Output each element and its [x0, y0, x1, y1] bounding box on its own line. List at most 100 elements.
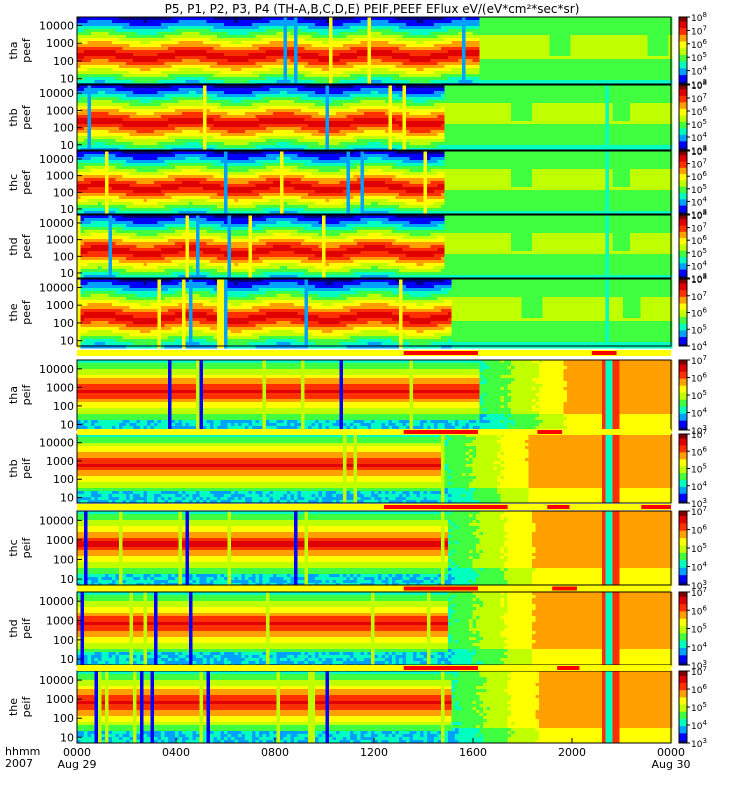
colorbar-tick-label: 103 — [691, 737, 707, 750]
panel-label-product: peif — [20, 696, 33, 718]
panel-label-product: peef — [20, 37, 33, 63]
mode-bar-segment — [592, 351, 617, 355]
colorbar-tick-label: 107 — [691, 24, 707, 37]
energy-tick-label: 10 — [60, 73, 74, 86]
panel-label-product: peif — [20, 457, 33, 479]
mode-bar-segment — [547, 505, 569, 509]
spectrogram-cells — [77, 671, 673, 744]
time-tick-label: 2000 — [558, 746, 586, 759]
mode-bar-segment — [537, 430, 562, 434]
colorbar-tick-label: 104 — [691, 561, 707, 574]
panel-label-product: peif — [20, 384, 33, 406]
energy-tick-label: 1000 — [46, 615, 74, 628]
colorbar-tick-label: 105 — [691, 463, 707, 476]
time-tick-label: 0800 — [261, 746, 289, 759]
spectrogram-cells — [77, 434, 673, 504]
colorbar-tick-label: 108 — [691, 11, 707, 24]
energy-tick-label: 10000 — [39, 595, 74, 608]
energy-tick-label: 100 — [53, 122, 74, 135]
mode-bar-segment — [384, 505, 508, 509]
colorbar-tick-label: 105 — [691, 542, 707, 555]
energy-tick-label: 100 — [53, 55, 74, 68]
panel-label-spacecraft: tha — [7, 41, 20, 59]
colorbar-tick-label: 105 — [691, 51, 707, 64]
colorbar-tick-label: 104 — [691, 719, 707, 732]
energy-tick-label: 10000 — [39, 87, 74, 100]
energy-tick-label: 100 — [53, 250, 74, 263]
mode-bar-segment — [404, 430, 478, 434]
colorbar-tick-label: 105 — [691, 701, 707, 714]
panel-label-product: peef — [20, 169, 33, 195]
energy-tick-label: 10 — [60, 653, 74, 666]
colorbar-tick-label: 106 — [691, 524, 707, 537]
energy-tick-label: 1000 — [46, 104, 74, 117]
mode-bar — [77, 429, 671, 435]
energy-tick-label: 10000 — [39, 437, 74, 450]
panel-label-product: peef — [20, 299, 33, 325]
colorbar-tick-label: 106 — [691, 445, 707, 458]
time-tick-label: 1200 — [360, 746, 388, 759]
colorbar-tick-label: 104 — [691, 131, 707, 144]
mode-bar — [77, 665, 671, 671]
panel-label-product: peef — [20, 233, 33, 259]
colorbar-tick-label: 106 — [691, 105, 707, 118]
colorbar-tick-label: 105 — [691, 623, 707, 636]
spectrogram-cells — [77, 592, 673, 668]
spectrogram-cells — [77, 279, 673, 349]
energy-tick-label: 10 — [60, 203, 74, 216]
colorbar-tick-label: 106 — [691, 307, 707, 320]
energy-tick-label: 10000 — [39, 514, 74, 527]
colorbar-tick-label: 104 — [691, 407, 707, 420]
panel-label-spacecraft: the — [7, 303, 20, 321]
energy-tick-label: 100 — [53, 712, 74, 725]
panel-label-spacecraft: the — [7, 698, 20, 716]
panel-label-spacecraft: thb — [7, 459, 20, 477]
energy-tick-label: 10 — [60, 139, 74, 152]
energy-tick-label: 1000 — [46, 37, 74, 50]
energy-tick-label: 1000 — [46, 455, 74, 468]
colorbar-tick-label: 106 — [691, 683, 707, 696]
energy-tick-label: 100 — [53, 186, 74, 199]
energy-tick-label: 10000 — [39, 674, 74, 687]
colorbar-tick-label: 105 — [691, 183, 707, 196]
colorbar-tick-label: 107 — [691, 158, 707, 171]
panel-label-spacecraft: thd — [7, 619, 20, 637]
energy-tick-label: 10000 — [39, 153, 74, 166]
energy-tick-label: 10 — [60, 267, 74, 280]
energy-tick-label: 10000 — [39, 217, 74, 230]
colorbar-tick-label: 105 — [691, 389, 707, 402]
colorbar-tick-label: 105 — [691, 118, 707, 131]
time-axis-label-year: 2007 — [5, 757, 33, 770]
colorbar-tick-label: 106 — [691, 170, 707, 183]
colorbar-tick-label: 106 — [691, 234, 707, 247]
energy-tick-label: 10000 — [39, 281, 74, 294]
mode-bar-segment — [404, 587, 478, 591]
spectrogram-cells — [77, 17, 673, 87]
colorbar-tick-label: 106 — [691, 38, 707, 51]
colorbar-tick-label: 104 — [691, 195, 707, 208]
energy-tick-label: 100 — [53, 400, 74, 413]
mode-bar-segment — [404, 666, 478, 670]
panel-label-product: peef — [20, 104, 33, 130]
time-tick-label: 0400 — [162, 746, 190, 759]
energy-tick-label: 1000 — [46, 381, 74, 394]
panel-label-spacecraft: tha — [7, 386, 20, 404]
spectrogram-cells — [77, 215, 673, 279]
energy-tick-label: 1000 — [46, 234, 74, 247]
